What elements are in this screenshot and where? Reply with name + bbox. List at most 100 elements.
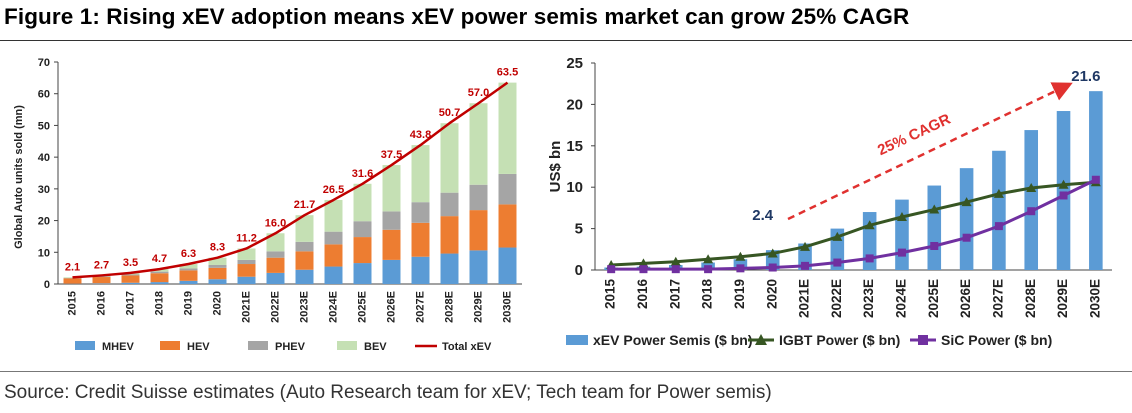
- source-note: Source: Credit Suisse estimates (Auto Re…: [4, 382, 772, 403]
- marker-sic-power-bn: [1091, 175, 1100, 184]
- bar-hev: [208, 267, 227, 280]
- total-xev-data-label: 4.7: [152, 253, 167, 265]
- legend-label-bev: BEV: [364, 341, 387, 353]
- marker-igbt-power-bn: [864, 220, 875, 230]
- data-label-2020: 2.4: [752, 207, 774, 224]
- left-x-tick-label: 2029E: [472, 291, 484, 323]
- marker-sic-power-bn: [736, 264, 745, 273]
- legend-swatch-bev: [337, 341, 357, 350]
- left-x-tick-label: 2028E: [443, 291, 455, 323]
- marker-igbt-power-bn: [670, 256, 681, 266]
- right-y-tick-label: 25: [566, 55, 583, 72]
- bar-bev: [237, 248, 256, 260]
- bar-mhev: [324, 266, 343, 284]
- total-xev-data-label: 21.7: [294, 199, 315, 211]
- bar-hev: [353, 237, 372, 264]
- bar-mhev: [295, 269, 314, 284]
- right-x-tick-label: 2029E: [1055, 279, 1070, 318]
- bar-phev: [411, 202, 430, 223]
- marker-sic-power-bn: [865, 254, 874, 263]
- left-y-tick-label: 30: [38, 184, 50, 196]
- total-xev-data-label: 37.5: [381, 149, 402, 161]
- bar-bev: [469, 103, 488, 185]
- total-xev-data-label: 31.6: [352, 168, 373, 180]
- data-label-2030e: 21.6: [1071, 68, 1100, 85]
- marker-igbt-power-bn: [832, 231, 843, 241]
- total-xev-data-label: 63.5: [497, 67, 518, 79]
- right-x-tick-label: 2021E: [797, 279, 812, 318]
- total-xev-data-label: 43.8: [410, 129, 431, 141]
- left-y-tick-label: 60: [38, 89, 50, 101]
- right-chart-bars: [604, 91, 1103, 270]
- legend-label-xev-power-semis-bn: xEV Power Semis ($ bn): [593, 332, 753, 348]
- right-chart-lines: [606, 175, 1101, 274]
- bar-bev: [382, 165, 401, 212]
- legend-label-igbt-power-bn: IGBT Power ($ bn): [779, 332, 900, 348]
- bar-hev: [498, 204, 517, 248]
- right-y-tick-label: 5: [575, 221, 583, 238]
- bar-mhev: [440, 253, 459, 284]
- total-xev-data-label: 50.7: [439, 107, 460, 119]
- total-xev-data-label: 2.7: [94, 259, 109, 271]
- bar-phev: [440, 192, 459, 217]
- marker-sic-power-bn: [962, 233, 971, 242]
- right-x-tick-label: 2015: [603, 279, 618, 310]
- bar-mhev: [121, 282, 140, 284]
- bar-mhev: [208, 279, 227, 284]
- bar-phev: [353, 221, 372, 238]
- legend-swatch-hev: [160, 341, 180, 350]
- right-y-tick-label: 0: [575, 262, 583, 279]
- bar-bev: [353, 183, 372, 222]
- marker-sic-power-bn: [1059, 191, 1068, 200]
- marker-igbt-power-bn: [1026, 183, 1037, 193]
- bar-phev: [237, 259, 256, 265]
- left-y-tick-label: 0: [44, 279, 50, 291]
- left-y-tick-label: 20: [38, 216, 50, 228]
- bar-hev: [150, 273, 169, 283]
- marker-sic-power-bn: [1027, 207, 1036, 216]
- bar-phev: [150, 271, 169, 274]
- marker-igbt-power-bn: [735, 251, 746, 261]
- legend-label-hev: HEV: [187, 341, 210, 353]
- marker-sic-power-bn: [639, 265, 648, 274]
- marker-igbt-power-bn: [896, 212, 907, 222]
- total-xev-data-label: 11.2: [236, 232, 257, 244]
- legend-marker-igbt-power-bn: [755, 334, 767, 345]
- bar-mhev: [92, 283, 111, 284]
- bar-mhev: [179, 280, 198, 284]
- bar-bev: [266, 233, 285, 252]
- right-x-tick-label: 2017: [667, 279, 682, 309]
- legend-swatch-phev: [248, 341, 268, 350]
- right-x-tick-label: 2027E: [990, 279, 1005, 318]
- bar-mhev: [266, 272, 285, 284]
- bar-xev-power-semis: [1024, 130, 1039, 270]
- bar-phev: [324, 231, 343, 245]
- left-x-tick-label: 2024E: [327, 291, 339, 323]
- left-chart-legend: MHEV HEV PHEV BEV Total xEV: [75, 341, 492, 353]
- bar-mhev: [382, 259, 401, 284]
- marker-sic-power-bn: [897, 248, 906, 257]
- marker-sic-power-bn: [704, 265, 713, 274]
- right-chart-axes: 0 5 10 15 20 25 US$ bn 2015 2016 2017 2018 2019 2020…: [548, 55, 1112, 318]
- bar-phev: [179, 268, 198, 271]
- bar-hev: [63, 278, 82, 284]
- bar-hev: [121, 275, 140, 283]
- left-x-tick-label: 2023E: [298, 291, 310, 323]
- left-chart-axes: 0 10 20 30 40 50 60 70 Global Auto units sold (m…: [13, 57, 522, 323]
- total-xev-data-label: 6.3: [181, 248, 196, 260]
- bar-bev: [498, 82, 517, 174]
- bar-mhev: [353, 263, 372, 284]
- left-x-tick-label: 2017: [124, 291, 136, 315]
- bar-bev: [324, 199, 343, 232]
- bar-phev: [208, 264, 227, 268]
- marker-igbt-power-bn: [638, 258, 649, 268]
- marker-sic-power-bn: [833, 258, 842, 267]
- total-xev-data-label: 57.0: [468, 87, 489, 99]
- marker-igbt-power-bn: [961, 197, 972, 207]
- bar-hev: [295, 251, 314, 270]
- left-chart-total-line: [72, 81, 509, 279]
- bar-xev-power-semis: [992, 150, 1006, 270]
- bar-bev: [63, 277, 82, 278]
- bar-phev: [92, 276, 111, 278]
- left-y-tick-label: 40: [38, 152, 50, 164]
